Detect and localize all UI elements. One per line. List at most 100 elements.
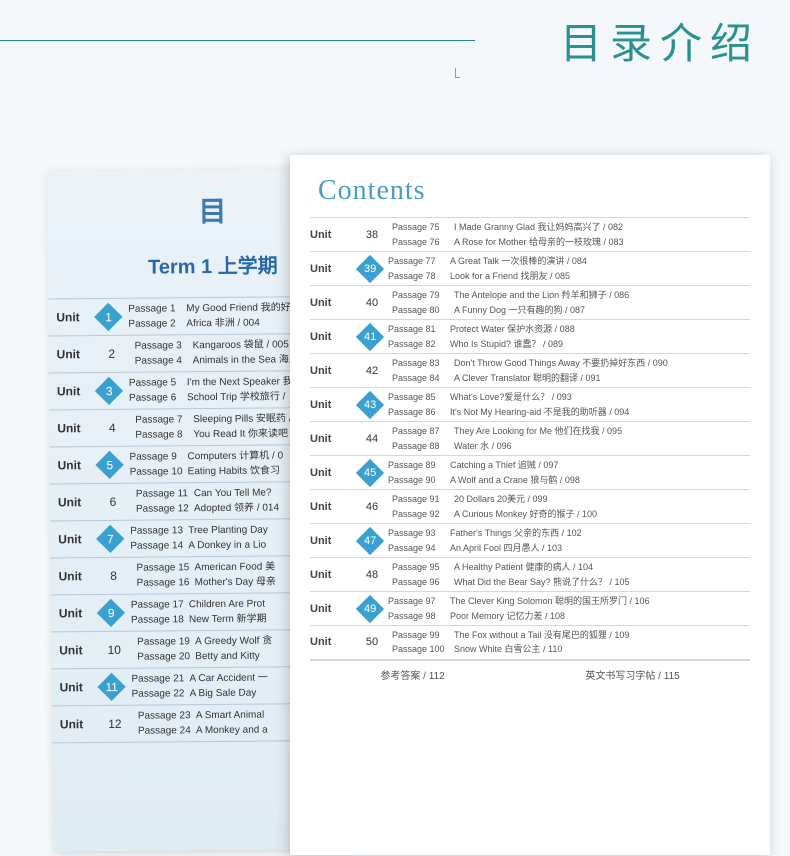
unit-label: Unit (57, 347, 99, 361)
passage-title: Father's Things 父亲的东西 / 102 (450, 528, 582, 538)
passage-line: Passage 76A Rose for Mother 给母亲的一枝玫瑰 / 0… (392, 235, 750, 249)
passage-number: Passage 3 (135, 338, 193, 354)
unit-number: 9 (97, 599, 125, 627)
passage-title: A Car Accident 一 (189, 673, 267, 685)
passage-number: Passage 20 (137, 649, 195, 665)
passage-number: Passage 8 (135, 427, 193, 443)
unit-number: 40 (360, 291, 384, 315)
passage-title: A Funny Dog 一只有趣的狗 / 087 (454, 305, 585, 315)
passages: Passage 87They Are Looking for Me 他们在找我 … (392, 424, 750, 453)
unit-number: 8 (100, 563, 126, 589)
unit-number: 49 (356, 594, 384, 622)
passage-title: My Good Friend 我的好 (186, 302, 291, 314)
passage-line: Passage 78Look for a Friend 找朋友 / 085 (388, 269, 750, 283)
passage-line: Passage 80A Funny Dog 一只有趣的狗 / 087 (392, 303, 750, 317)
passage-title: Sleeping Pills 安眠药 / (193, 413, 291, 425)
passage-number: Passage 9 (129, 449, 187, 465)
passage-number: Passage 98 (388, 609, 450, 623)
passage-line: Passage 95A Healthy Patient 健康的病人 / 104 (392, 560, 750, 574)
passage-line: Passage 88Water 水 / 096 (392, 439, 750, 453)
passage-title: Animals in the Sea 海里 (193, 354, 299, 366)
footer-right: 英文书写习字帖 / 115 (585, 667, 679, 682)
passage-title: Computers 计算机 / 0 (187, 450, 283, 462)
unit-label: Unit (57, 421, 99, 435)
unit-number: 45 (356, 458, 384, 486)
passage-title: What Did the Bear Say? 熊说了什么？ / 105 (454, 577, 630, 587)
unit-label: Unit (59, 606, 101, 620)
unit-number: 46 (360, 495, 384, 519)
unit-number: 6 (100, 489, 126, 515)
passage-line: Passage 81Protect Water 保护水资源 / 088 (388, 322, 750, 336)
unit-number: 47 (356, 526, 384, 554)
unit-row: Unit41Passage 81Protect Water 保护水资源 / 08… (310, 319, 750, 353)
passage-number: Passage 10 (130, 464, 188, 480)
passage-number: Passage 79 (392, 288, 454, 302)
unit-label: Unit (58, 532, 100, 546)
passage-title: A Rose for Mother 给母亲的一枝玫瑰 / 083 (454, 237, 624, 247)
passage-title: The Fox without a Tail 没有尾巴的狐狸 / 109 (454, 630, 629, 640)
passage-number: Passage 93 (388, 526, 450, 540)
passage-number: Passage 14 (130, 538, 188, 554)
passage-title: I'm the Next Speaker 我 (187, 376, 293, 388)
unit-row: Unit40Passage 79The Antelope and the Lio… (310, 285, 750, 319)
passages: Passage 79The Antelope and the Lion 羚羊和狮… (392, 288, 750, 317)
passage-number: Passage 6 (129, 390, 187, 406)
unit-row: Unit46Passage 9120 Dollars 20美元 / 099Pas… (310, 489, 750, 523)
passage-title: Look for a Friend 找朋友 / 085 (450, 271, 570, 281)
passage-number: Passage 19 (137, 634, 195, 650)
passages: Passage 93Father's Things 父亲的东西 / 102 Pas… (388, 526, 750, 555)
unit-label: Unit (310, 331, 360, 343)
passage-title: 20 Dollars 20美元 / 099 (454, 494, 548, 504)
passage-title: A Healthy Patient 健康的病人 / 104 (454, 562, 593, 572)
unit-label: Unit (60, 717, 102, 731)
passage-number: Passage 97 (388, 594, 450, 608)
footer-row: 参考答案 / 112 英文书写习字帖 / 115 (310, 660, 750, 688)
passage-title: Africa 非洲 / 004 (186, 318, 259, 330)
passage-number: Passage 24 (138, 723, 196, 739)
passage-title: A Great Talk 一次很棒的演讲 / 084 (450, 256, 587, 266)
passage-number: Passage 85 (388, 390, 450, 404)
passage-title: New Term 新学期 (189, 614, 267, 626)
passage-title: A Curious Monkey 好奇的猴子 / 100 (454, 509, 597, 519)
passage-line: Passage 83Don't Throw Good Things Away 不… (392, 356, 750, 370)
header-divider (0, 40, 475, 41)
unit-number: 7 (96, 525, 124, 553)
unit-number: 2 (99, 341, 125, 367)
passage-line: Passage 100Snow White 白雪公主 / 110 (392, 642, 750, 656)
passage-number: Passage 86 (388, 405, 450, 419)
passage-number: Passage 5 (129, 375, 187, 391)
passage-title: Adopted 领养 / 014 (194, 502, 279, 514)
unit-number: 44 (360, 427, 384, 451)
passage-title: I Made Granny Glad 我让妈妈高兴了 / 082 (454, 222, 623, 232)
unit-label: Unit (310, 399, 360, 411)
passage-line: Passage 99The Fox without a Tail 没有尾巴的狐狸… (392, 628, 750, 642)
passage-number: Passage 83 (392, 356, 454, 370)
unit-row: Unit42Passage 83Don't Throw Good Things … (310, 353, 750, 387)
passage-title: A Big Sale Day (190, 688, 257, 700)
unit-number: 4 (99, 415, 125, 441)
unit-number: 48 (360, 563, 384, 587)
passage-title: Kangaroos 袋鼠 / 005 (193, 339, 289, 351)
unit-row: Unit49Passage 97The Clever King Solomon … (310, 591, 750, 625)
unit-row: Unit43Passage 85What's Love?爱是什么？ / 093P… (310, 387, 750, 421)
unit-number: 1 (94, 303, 122, 331)
unit-label: Unit (310, 365, 360, 377)
passage-number: Passage 2 (128, 316, 186, 332)
passage-title: Who Is Stupid? 谁蠢？ / 089 (450, 339, 563, 349)
passage-line: Passage 96What Did the Bear Say? 熊说了什么？ … (392, 575, 750, 589)
passages: Passage 83Don't Throw Good Things Away 不… (392, 356, 750, 385)
passage-line: Passage 75I Made Granny Glad 我让妈妈高兴了 / 0… (392, 220, 750, 234)
passage-title: Snow White 白雪公主 / 110 (454, 644, 562, 654)
passage-title: They Are Looking for Me 他们在找我 / 095 (454, 426, 622, 436)
passage-line: Passage 94An April Fool 四月愚人 / 103 (388, 541, 750, 555)
unit-label: Unit (59, 643, 101, 657)
passage-title: A Monkey and a (196, 725, 268, 737)
passage-number: Passage 16 (137, 575, 195, 591)
passage-number: Passage 7 (135, 412, 193, 428)
right-page: Contents Unit38Passage 75I Made Granny G… (290, 155, 770, 855)
passage-number: Passage 100 (392, 642, 454, 656)
passage-number: Passage 1 (128, 301, 186, 317)
passage-number: Passage 23 (138, 708, 196, 724)
unit-number: 10 (101, 637, 127, 663)
unit-number: 43 (356, 390, 384, 418)
